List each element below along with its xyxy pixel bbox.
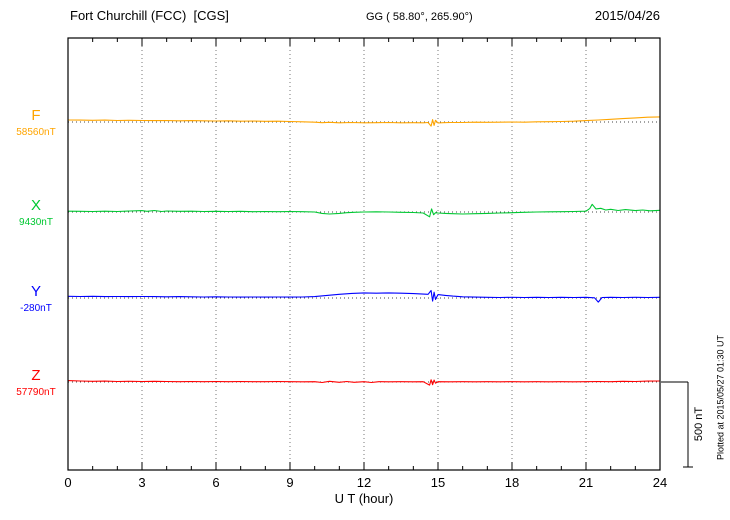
trace-Y	[67, 289, 661, 303]
x-tick-label-12: 12	[357, 475, 371, 490]
component-label-Y: Y -280nT	[6, 283, 66, 314]
x-axis-label: U T (hour)	[334, 491, 394, 506]
component-baseline-F: 58560nT	[16, 126, 56, 138]
component-letter-Y: Y	[30, 283, 41, 300]
component-letter-X: X	[30, 197, 41, 214]
x-tick-label-24: 24	[653, 475, 667, 490]
component-label-Z: Z 57790nT	[6, 367, 66, 398]
station-title: Fort Churchill (FCC) [CGS]	[70, 8, 229, 23]
plotted-at-note: Plotted at 2015/05/27 01:30 UT	[715, 334, 726, 461]
component-baseline-Z: 57790nT	[16, 386, 56, 398]
component-label-X: X 9430nT	[6, 197, 66, 228]
trace-X	[67, 203, 661, 218]
x-tick-label-15: 15	[431, 475, 445, 490]
component-letter-F: F	[31, 107, 41, 124]
x-tick-label-0: 0	[64, 475, 71, 490]
component-label-F: F 58560nT	[6, 107, 66, 138]
trace-Z	[67, 379, 661, 386]
component-baseline-Y: -280nT	[20, 302, 52, 314]
observation-date: 2015/04/26	[594, 8, 660, 23]
scale-bar-label: 500 nT	[693, 406, 705, 442]
x-tick-label-21: 21	[579, 475, 593, 490]
x-tick-label-18: 18	[505, 475, 519, 490]
component-baseline-X: 9430nT	[19, 216, 53, 228]
x-tick-label-6: 6	[212, 475, 219, 490]
plot-border	[67, 37, 661, 471]
trace-F	[67, 116, 661, 127]
geographic-coordinates: GG ( 58.80°, 265.90°)	[366, 11, 473, 23]
x-tick-label-3: 3	[138, 475, 145, 490]
component-letter-Z: Z	[31, 367, 41, 384]
x-tick-label-9: 9	[286, 475, 293, 490]
